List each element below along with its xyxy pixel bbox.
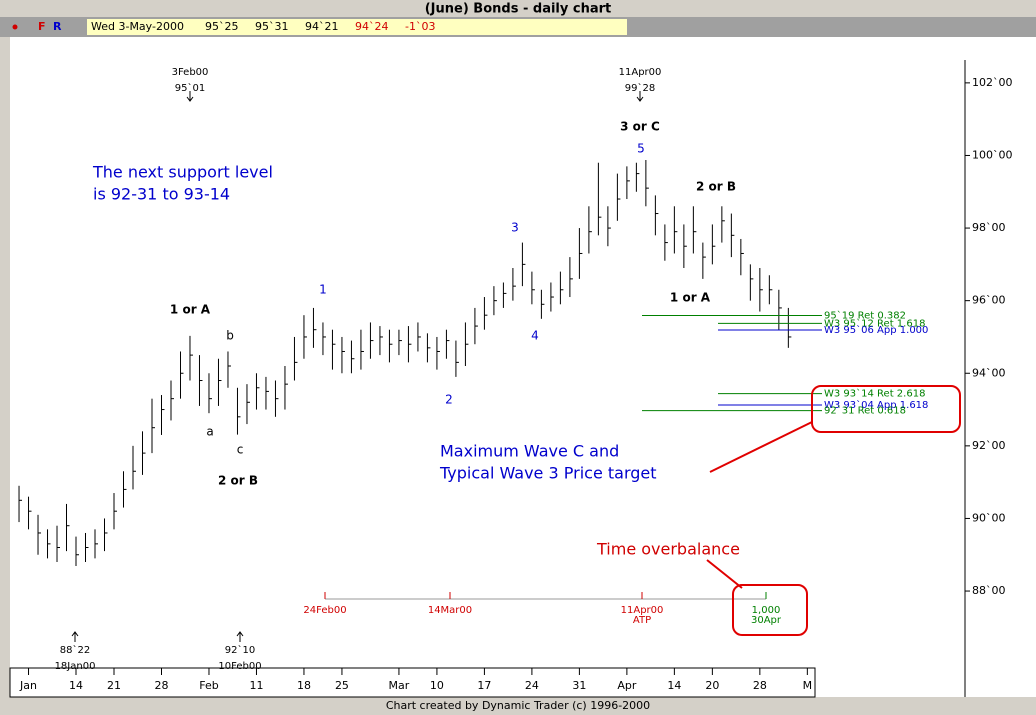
plot: Wed 3-May-2000 95`25 95`31 94`21 94`24 -1`03 8… bbox=[18, 20, 1013, 692]
annotation: is 92-31 to 93-14 bbox=[93, 185, 230, 204]
annotation: 99`28 bbox=[625, 82, 655, 94]
x-tick-label: 10 bbox=[430, 679, 444, 692]
chart-title: (June) Bonds - daily chart bbox=[425, 2, 612, 17]
annotation: 1 or A bbox=[170, 303, 211, 317]
annotation: 2 bbox=[445, 393, 453, 407]
callout-box bbox=[732, 584, 808, 636]
x-tick-label: 14 bbox=[69, 679, 83, 692]
arrow-head bbox=[71, 631, 79, 637]
annotation: Typical Wave 3 Price target bbox=[439, 464, 657, 483]
y-tick-label: 90`00 bbox=[972, 511, 1006, 524]
status-dot bbox=[12, 24, 18, 30]
annotation: a bbox=[206, 425, 213, 439]
annotation: b bbox=[226, 329, 234, 343]
y-tick-label: 88`00 bbox=[972, 584, 1006, 597]
time-label: 1,000 bbox=[752, 605, 781, 616]
x-tick-label: 24 bbox=[525, 679, 539, 692]
time-label: 30Apr bbox=[751, 615, 782, 626]
y-tick-label: 94`00 bbox=[972, 366, 1006, 379]
info-box bbox=[87, 19, 627, 35]
annotation: 1 bbox=[319, 283, 327, 297]
annotation: 4 bbox=[531, 329, 539, 343]
x-tick-label: 28 bbox=[154, 679, 168, 692]
annotation: Time overbalance bbox=[596, 540, 740, 559]
callout-line bbox=[709, 421, 813, 473]
time-label: 24Feb00 bbox=[303, 605, 346, 616]
info-field: -1`03 bbox=[405, 20, 435, 33]
x-tick-label: 18 bbox=[297, 679, 311, 692]
x-tick-label: 20 bbox=[705, 679, 719, 692]
annotation: Maximum Wave C and bbox=[440, 442, 619, 461]
callout-line bbox=[706, 559, 743, 589]
level-label: W3 93`04 App 1.618 bbox=[824, 399, 928, 411]
footer: Chart created by Dynamic Trader (c) 1996… bbox=[386, 699, 650, 712]
x-tick-label: Jan bbox=[19, 679, 37, 692]
x-tick-label: Apr bbox=[617, 679, 637, 692]
info-field: 94`24 bbox=[355, 20, 389, 33]
arrow-head bbox=[236, 631, 244, 637]
annotation: 18Jan00 bbox=[55, 661, 96, 672]
x-tick-label: Feb bbox=[199, 679, 218, 692]
y-tick-label: 92`00 bbox=[972, 439, 1006, 452]
level-label: 95`19 Ret 0.382 bbox=[824, 310, 906, 322]
time-label: 14Mar00 bbox=[428, 605, 472, 616]
x-tick-label: 25 bbox=[335, 679, 349, 692]
x-tick-label: 21 bbox=[107, 679, 121, 692]
level-label: W3 95`12 Ret 1.618 bbox=[824, 317, 925, 329]
time-label: 11Apr00 bbox=[621, 605, 664, 616]
annotation: 10Feb00 bbox=[218, 661, 261, 672]
title-bar bbox=[0, 0, 1036, 17]
annotation: 92`10 bbox=[225, 644, 255, 656]
callout-box bbox=[811, 385, 961, 433]
annotation: 1 or A bbox=[670, 291, 711, 305]
annotation: 11Apr00 bbox=[619, 67, 662, 78]
y-tick-label: 102`00 bbox=[972, 76, 1013, 89]
plot-background bbox=[10, 37, 1036, 697]
info-field: 95`31 bbox=[255, 20, 289, 33]
level-label: 92`31 Ret 0.618 bbox=[824, 405, 906, 417]
level-label: W3 95`06 App 1.000 bbox=[824, 324, 928, 336]
annotation: 95`01 bbox=[175, 82, 205, 94]
info-field: 94`21 bbox=[305, 20, 339, 33]
annotation: 2 or B bbox=[696, 180, 736, 194]
info-field: 95`25 bbox=[205, 20, 239, 33]
y-tick-label: 98`00 bbox=[972, 221, 1006, 234]
annotation: 3 or C bbox=[620, 120, 660, 134]
x-tick-label: 28 bbox=[753, 679, 767, 692]
x-tick-label: 11 bbox=[249, 679, 263, 692]
arrow-head bbox=[636, 96, 644, 102]
toolbar-r[interactable]: R bbox=[53, 20, 62, 33]
level-label: W3 93`14 Ret 2.618 bbox=[824, 388, 925, 400]
annotation: The next support level bbox=[92, 163, 273, 182]
x-axis-box bbox=[9, 667, 816, 698]
x-tick-label: 17 bbox=[477, 679, 491, 692]
x-tick-label: 14 bbox=[667, 679, 681, 692]
time-label: ATP bbox=[633, 615, 651, 626]
x-tick-label: M bbox=[803, 679, 813, 692]
annotation: 3Feb00 bbox=[172, 67, 209, 78]
annotation: c bbox=[237, 443, 244, 457]
y-tick-label: 100`00 bbox=[972, 148, 1013, 161]
y-tick-label: 96`00 bbox=[972, 294, 1006, 307]
annotation: 2 or B bbox=[218, 474, 258, 488]
annotation: 5 bbox=[637, 142, 645, 156]
annotation: 3 bbox=[511, 221, 519, 235]
toolbar-f[interactable]: F bbox=[38, 20, 46, 33]
x-tick-label: Mar bbox=[389, 679, 410, 692]
arrow-head bbox=[186, 96, 194, 102]
info-field: Wed 3-May-2000 bbox=[91, 20, 184, 33]
x-tick-label: 31 bbox=[572, 679, 586, 692]
annotation: 88`22 bbox=[60, 644, 90, 656]
